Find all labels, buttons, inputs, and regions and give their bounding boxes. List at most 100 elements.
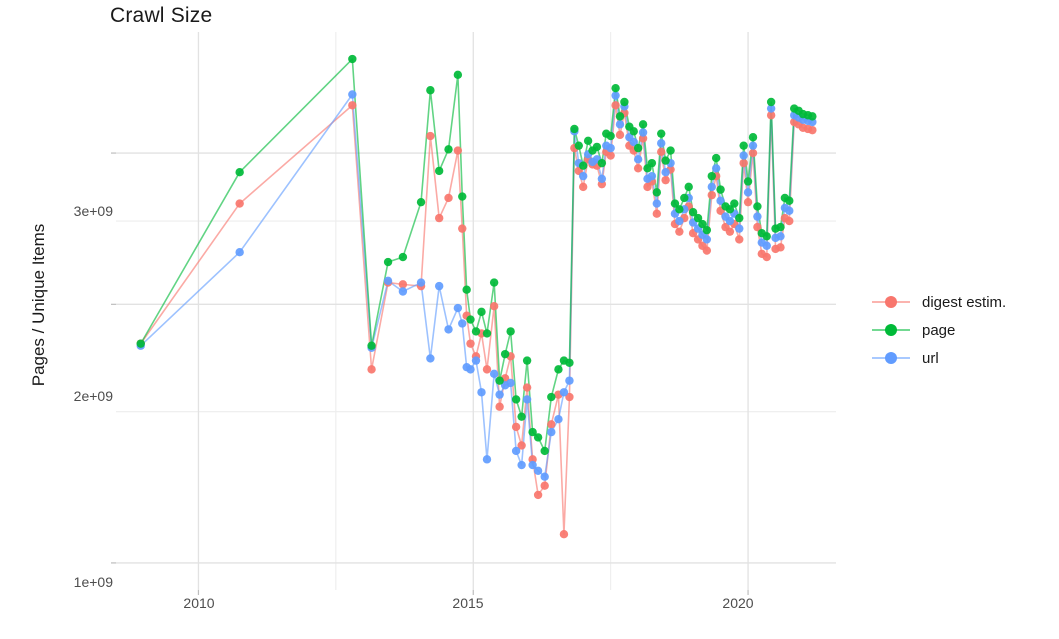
- legend-item-page[interactable]: page: [872, 316, 1006, 344]
- series-lines: [140, 58, 813, 536]
- legend-item-url[interactable]: url: [872, 344, 1006, 372]
- data-point: [554, 365, 563, 374]
- data-point: [506, 327, 515, 336]
- data-point: [495, 402, 504, 411]
- data-point: [670, 199, 680, 208]
- data-point: [458, 319, 467, 328]
- data-point: [661, 156, 670, 165]
- data-point: [578, 161, 588, 170]
- data-point: [348, 101, 357, 110]
- data-point: [565, 392, 574, 402]
- data-point: [574, 141, 583, 150]
- data-point: [735, 224, 744, 233]
- data-point: [762, 232, 771, 241]
- data-point: [547, 420, 556, 429]
- data-point: [517, 460, 526, 470]
- data-point: [533, 433, 543, 442]
- data-point: [615, 120, 625, 129]
- data-point: [766, 104, 776, 113]
- data-point: [533, 490, 543, 500]
- data-point: [776, 232, 785, 241]
- data-point: [657, 139, 666, 148]
- data-point: [785, 206, 794, 215]
- data-point: [657, 147, 666, 157]
- data-point: [434, 213, 444, 223]
- data-point: [661, 168, 670, 177]
- data-point: [748, 133, 758, 142]
- data-point: [466, 365, 475, 374]
- data-point: [235, 168, 244, 177]
- data-point: [540, 472, 549, 481]
- data-point: [489, 278, 499, 287]
- data-point: [739, 158, 748, 168]
- data-point: [661, 175, 670, 185]
- data-point: [702, 225, 712, 235]
- data-point: [482, 329, 492, 338]
- data-point: [702, 246, 712, 255]
- data-point: [735, 213, 744, 223]
- series-line-url: [140, 93, 813, 478]
- data-point: [348, 90, 357, 99]
- data-point: [540, 481, 549, 490]
- data-point: [766, 111, 776, 120]
- legend-label: digest estim.: [922, 293, 1007, 311]
- data-point: [766, 97, 776, 107]
- data-point: [554, 414, 563, 424]
- legend-key-icon: [872, 292, 910, 312]
- data-point: [495, 376, 504, 385]
- data-point: [652, 209, 662, 218]
- data-point: [367, 341, 376, 350]
- data-point: [688, 208, 698, 217]
- data-point: [235, 247, 244, 257]
- data-point: [735, 235, 744, 244]
- data-point: [785, 196, 794, 205]
- data-point: [725, 227, 735, 236]
- data-point: [716, 185, 725, 194]
- data-point: [743, 177, 753, 186]
- data-point: [511, 395, 521, 404]
- y-tick-label: 3e+09: [73, 203, 113, 219]
- data-point: [444, 325, 453, 334]
- data-point: [522, 383, 532, 392]
- legend-dot-swatch: [885, 352, 897, 364]
- legend-item-digest-estim[interactable]: digest estim.: [872, 288, 1006, 316]
- data-point: [652, 188, 662, 197]
- data-point: [684, 182, 693, 192]
- data-point: [652, 199, 662, 208]
- data-point: [657, 129, 666, 138]
- data-point: [506, 378, 515, 388]
- data-point: [416, 278, 426, 287]
- data-point: [638, 134, 648, 143]
- data-point: [462, 285, 471, 294]
- data-point: [707, 171, 716, 181]
- data-point: [776, 222, 785, 232]
- data-point: [434, 281, 444, 291]
- data-point: [785, 216, 794, 226]
- data-point: [511, 422, 521, 432]
- data-point: [606, 143, 615, 153]
- data-point: [559, 388, 569, 397]
- data-point: [611, 83, 620, 93]
- data-point: [547, 427, 556, 437]
- x-tick-label: 2015: [452, 595, 484, 611]
- data-point: [458, 224, 467, 233]
- data-point: [647, 171, 657, 181]
- legend-key-icon: [872, 348, 910, 368]
- data-point: [453, 146, 463, 155]
- data-point: [725, 205, 735, 214]
- data-point: [466, 315, 475, 324]
- legend-dot-swatch: [885, 296, 897, 308]
- data-point: [808, 125, 817, 135]
- legend-key-icon: [872, 320, 910, 340]
- data-point: [453, 303, 463, 313]
- data-point: [444, 193, 453, 203]
- data-point: [611, 91, 620, 100]
- data-point: [500, 349, 510, 359]
- series-points: [136, 54, 817, 539]
- data-point: [482, 455, 492, 464]
- grid-major: [111, 32, 836, 595]
- data-point: [540, 446, 549, 456]
- data-point: [611, 101, 620, 110]
- data-point: [675, 205, 684, 214]
